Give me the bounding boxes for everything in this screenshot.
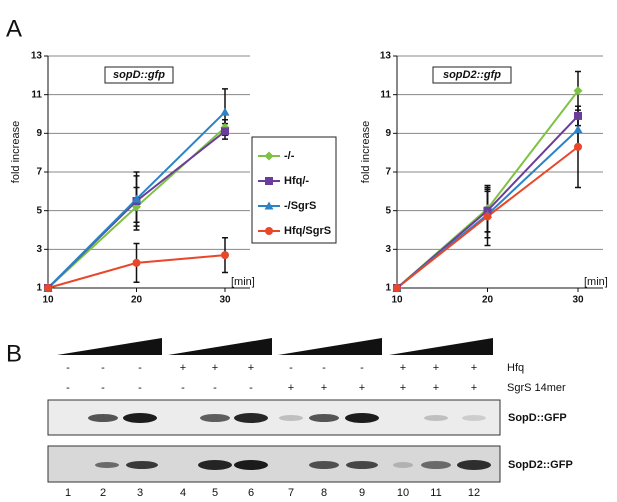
blot-label: SopD2::GFP — [508, 459, 573, 471]
sign: - — [360, 362, 364, 374]
blot — [48, 446, 500, 482]
x-tick-label: 10 — [391, 295, 403, 306]
row-label: SgrS 14mer — [507, 382, 566, 394]
y-tick-label: 13 — [380, 51, 392, 62]
wedge — [168, 338, 272, 355]
x-tick-label: 10 — [42, 295, 54, 306]
y-tick-label: 3 — [385, 244, 391, 255]
marker — [574, 125, 583, 133]
y-tick-label: 11 — [31, 89, 42, 100]
lane-number: 12 — [468, 487, 480, 499]
marker — [265, 227, 273, 235]
sign: - — [101, 362, 105, 374]
lane-number: 2 — [100, 487, 106, 499]
panel-label: A — [6, 15, 22, 42]
sign: - — [181, 382, 185, 394]
lane-number: 3 — [137, 487, 143, 499]
y-tick-label: 9 — [36, 128, 42, 139]
y-axis-label: fold increase — [360, 121, 372, 183]
marker — [574, 112, 582, 120]
sign: + — [433, 382, 439, 394]
marker — [393, 284, 401, 292]
lane-number: 5 — [212, 487, 218, 499]
x-unit: [min] — [584, 276, 608, 288]
x-tick-label: 30 — [572, 295, 584, 306]
legend-label: -/- — [284, 150, 295, 162]
sign: + — [359, 382, 365, 394]
sign: + — [433, 362, 439, 374]
marker — [221, 108, 230, 116]
x-tick-label: 30 — [219, 295, 231, 306]
sign: - — [138, 382, 142, 394]
sign: + — [400, 362, 406, 374]
lane-number: 11 — [430, 487, 441, 499]
sign: + — [288, 382, 294, 394]
sign: - — [66, 382, 70, 394]
y-tick-label: 3 — [36, 244, 42, 255]
blot — [48, 400, 500, 435]
marker — [221, 251, 229, 259]
sign: - — [213, 382, 217, 394]
sign: - — [101, 382, 105, 394]
sign: + — [248, 362, 254, 374]
marker — [265, 177, 273, 185]
sign: - — [138, 362, 142, 374]
y-tick-label: 5 — [385, 205, 391, 216]
y-tick-label: 5 — [36, 205, 42, 216]
sign: - — [289, 362, 293, 374]
sign: + — [471, 382, 477, 394]
y-tick-label: 7 — [385, 167, 391, 178]
legend-label: Hfq/SgrS — [284, 225, 331, 237]
x-unit: [min] — [231, 276, 255, 288]
y-axis-label: fold increase — [10, 121, 22, 183]
chart-title: sopD::gfp — [113, 69, 165, 81]
sign: - — [249, 382, 253, 394]
panel-label: B — [6, 340, 22, 367]
lane-number: 1 — [65, 487, 71, 499]
lane-number: 4 — [180, 487, 186, 499]
marker — [574, 143, 582, 151]
x-tick-label: 20 — [131, 295, 143, 306]
y-tick-label: 11 — [380, 89, 391, 100]
lane-number: 7 — [288, 487, 294, 499]
wedge — [389, 338, 493, 355]
wedge — [278, 338, 382, 355]
marker — [484, 212, 492, 220]
legend-label: -/SgrS — [284, 200, 316, 212]
wedge — [57, 338, 162, 355]
y-tick-label: 9 — [385, 128, 391, 139]
y-tick-label: 7 — [36, 167, 42, 178]
lane-number: 9 — [359, 487, 365, 499]
legend-label: Hfq/- — [284, 175, 309, 187]
lane-number: 10 — [397, 487, 409, 499]
sign: + — [471, 362, 477, 374]
y-tick-label: 1 — [385, 283, 391, 294]
sign: + — [180, 362, 186, 374]
marker — [221, 127, 229, 135]
sign: + — [400, 382, 406, 394]
row-label: Hfq — [507, 362, 524, 374]
x-tick-label: 20 — [482, 295, 494, 306]
blot-label: SopD::GFP — [508, 412, 567, 424]
sign: - — [322, 362, 326, 374]
lane-number: 8 — [321, 487, 327, 499]
marker — [44, 284, 52, 292]
y-tick-label: 1 — [36, 283, 42, 294]
marker — [133, 259, 141, 267]
lane-number: 6 — [248, 487, 254, 499]
sign: + — [321, 382, 327, 394]
sign: - — [66, 362, 70, 374]
chart-title: sopD2::gfp — [443, 69, 501, 81]
figure: A B 135791113102030[min]fold increasesop… — [0, 0, 617, 502]
y-tick-label: 13 — [31, 51, 43, 62]
sign: + — [212, 362, 218, 374]
